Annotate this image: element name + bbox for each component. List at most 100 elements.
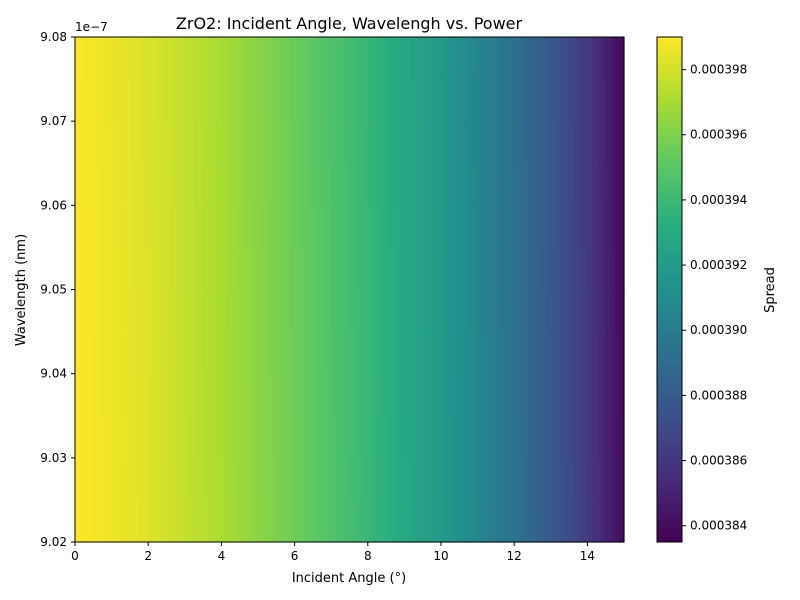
heatmap-cell [395, 205, 401, 249]
heatmap-cell [408, 331, 415, 375]
heatmap-cell [537, 331, 543, 375]
heatmap-cell [413, 37, 419, 80]
heatmap-cell [541, 79, 547, 122]
heatmap-cell [79, 499, 85, 543]
heatmap-cell [111, 373, 117, 417]
heatmap-cell [235, 79, 241, 122]
heatmap-cell [111, 37, 117, 80]
heatmap-cell [248, 121, 255, 164]
heatmap-cell [184, 163, 190, 206]
heatmap-cell [427, 289, 433, 333]
heatmap-cell [509, 457, 515, 501]
heatmap-cell [326, 205, 332, 249]
heatmap-cell [367, 331, 373, 375]
heatmap-cell [441, 373, 447, 417]
heatmap-cell [129, 457, 136, 501]
heatmap-cell [587, 205, 593, 249]
heatmap-cell [408, 79, 415, 122]
heatmap-cell [463, 457, 470, 501]
heatmap-cell [312, 121, 319, 164]
heatmap-cell [495, 289, 502, 333]
heatmap-cell [550, 79, 556, 122]
heatmap-cell [601, 205, 607, 249]
heatmap-cell [308, 79, 314, 122]
heatmap-cell [358, 499, 364, 543]
heatmap-cell [605, 205, 611, 249]
heatmap-cell [102, 289, 108, 333]
heatmap-cell [486, 499, 492, 543]
heatmap-cell [120, 205, 126, 249]
heatmap-cell [422, 289, 428, 333]
heatmap-cell [317, 79, 323, 122]
heatmap-cell [367, 37, 373, 80]
heatmap-cell [578, 163, 584, 206]
heatmap-cell [253, 289, 259, 333]
heatmap-cell [610, 121, 616, 164]
heatmap-cell [354, 331, 360, 375]
heatmap-cell [578, 121, 584, 164]
heatmap-cell [591, 205, 598, 249]
heatmap-cell [230, 415, 236, 459]
heatmap-cell [225, 79, 232, 122]
heatmap-cell [120, 373, 126, 417]
heatmap-cell [331, 163, 337, 206]
heatmap-cell [335, 163, 341, 206]
heatmap-cell [418, 37, 424, 80]
heatmap-cell [216, 415, 222, 459]
heatmap-cell [216, 373, 222, 417]
heatmap-cell [399, 415, 405, 459]
heatmap-cell [559, 205, 566, 249]
heatmap-cell [509, 163, 515, 206]
heatmap-cell [523, 247, 529, 291]
heatmap-cell [267, 163, 273, 206]
heatmap-cell [290, 499, 296, 543]
heatmap-cell [235, 457, 241, 501]
heatmap-cell [262, 121, 268, 164]
heatmap-cell [79, 205, 85, 249]
heatmap-cell [285, 121, 291, 164]
heatmap-cell [532, 289, 538, 333]
heatmap-cell [88, 499, 94, 543]
heatmap-cell [381, 205, 387, 249]
heatmap-cell [143, 331, 149, 375]
heatmap-cell [280, 205, 287, 249]
heatmap-cell [271, 289, 277, 333]
heatmap-cell [102, 331, 108, 375]
heatmap-cell [454, 457, 460, 501]
heatmap-cell [285, 163, 291, 206]
heatmap-cell [111, 499, 117, 543]
heatmap-cell [267, 37, 273, 80]
heatmap-cell [152, 79, 158, 122]
heatmap-cell [97, 415, 104, 459]
heatmap-cell [376, 247, 383, 291]
heatmap-cell [262, 247, 268, 291]
heatmap-cell [582, 37, 588, 80]
heatmap-cell [262, 163, 268, 206]
heatmap-cell [88, 331, 94, 375]
heatmap-cell [171, 121, 177, 164]
heatmap-cell [175, 457, 181, 501]
heatmap-cell [445, 205, 451, 249]
heatmap-cell [171, 247, 177, 291]
heatmap-cell [134, 79, 140, 122]
heatmap-cell [427, 331, 433, 375]
heatmap-cell [495, 373, 502, 417]
heatmap-cell [171, 457, 177, 501]
heatmap-cell [431, 289, 438, 333]
heatmap-cell [75, 79, 81, 122]
heatmap-cell [527, 373, 534, 417]
heatmap-cell [285, 247, 291, 291]
heatmap-cell [335, 37, 341, 80]
heatmap-cell [125, 289, 131, 333]
heatmap-cell [454, 331, 460, 375]
heatmap-cell [367, 79, 373, 122]
heatmap-cell [587, 247, 593, 291]
heatmap-cell [93, 121, 99, 164]
heatmap-cell [486, 331, 492, 375]
heatmap-cell [550, 457, 556, 501]
heatmap-cell [495, 163, 502, 206]
heatmap-cell [331, 79, 337, 122]
heatmap-cell [537, 121, 543, 164]
heatmap-cell [175, 121, 181, 164]
heatmap-cell [381, 79, 387, 122]
